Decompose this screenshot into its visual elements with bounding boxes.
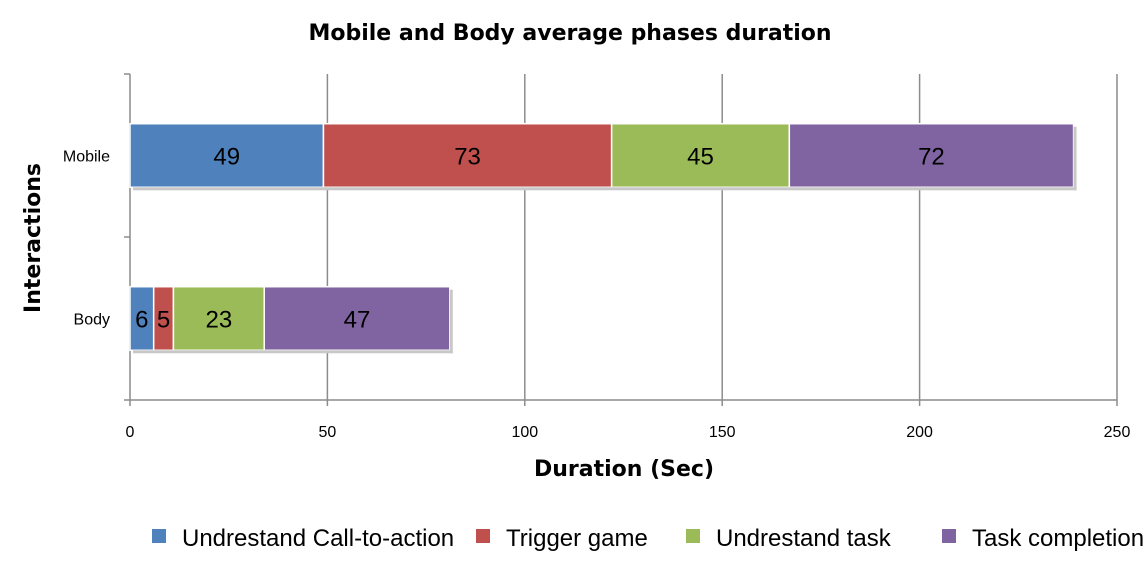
- bar-segment: [788, 122, 1075, 189]
- legend-label: Undrestand Call-to-action: [182, 525, 454, 552]
- data-label: 6: [135, 307, 148, 334]
- legend-label: Task completion: [972, 525, 1143, 552]
- bars: 49 73 45 72 6 5 23 47: [129, 122, 1077, 354]
- legend-label: Undrestand task: [716, 525, 892, 552]
- legend-swatch: [152, 529, 166, 543]
- legend-swatch: [686, 529, 700, 543]
- data-label: 23: [205, 307, 232, 334]
- chart-title: Mobile and Body average phases duration: [308, 21, 831, 46]
- legend: Undrestand Call-to-action Trigger game Und…: [152, 525, 1143, 552]
- data-label: 47: [344, 307, 371, 334]
- x-tick-label: 200: [906, 424, 933, 441]
- x-tick-label: 150: [709, 424, 736, 441]
- legend-swatch: [942, 529, 956, 543]
- x-tick-labels: 0 50 100 150 200 250: [126, 424, 1131, 441]
- x-tick-label: 50: [319, 424, 337, 441]
- bar-segment: [263, 285, 451, 352]
- x-tick-label: 250: [1104, 424, 1131, 441]
- bar-shadow: [133, 187, 1077, 191]
- x-tick-label: 0: [126, 424, 135, 441]
- y-category-labels: Mobile Body: [63, 149, 110, 329]
- bar-shadow: [1073, 126, 1077, 191]
- data-label: 5: [157, 307, 170, 334]
- category-label: Body: [74, 312, 110, 329]
- category-label: Mobile: [63, 149, 110, 166]
- legend-swatch: [476, 529, 490, 543]
- y-axis-title: Interactions: [21, 163, 46, 313]
- data-label: 45: [687, 144, 714, 171]
- bar-segment: [172, 285, 265, 352]
- data-label: 73: [454, 144, 481, 171]
- x-axis-title: Duration (Sec): [534, 457, 714, 482]
- legend-label: Trigger game: [506, 525, 648, 552]
- x-tick-label: 100: [511, 424, 538, 441]
- data-label: 72: [918, 144, 945, 171]
- bar-shadow: [133, 350, 453, 354]
- bar-shadow: [449, 289, 453, 354]
- data-label: 49: [213, 144, 240, 171]
